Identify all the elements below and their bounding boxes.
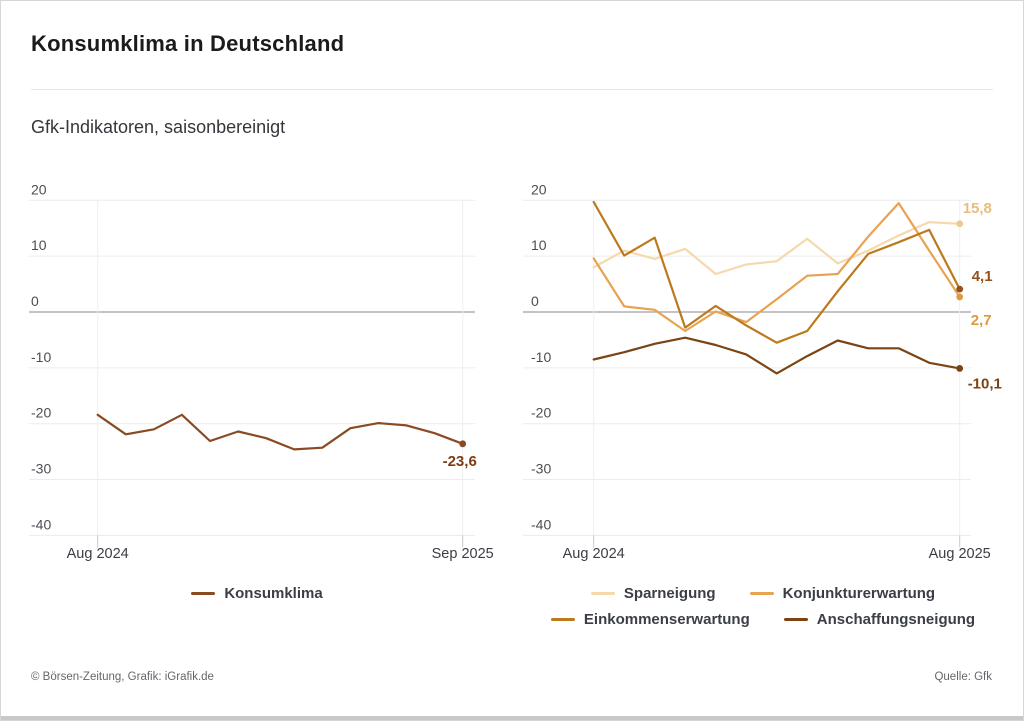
series-end-label-sparneigung: 15,8	[963, 200, 992, 217]
header-divider	[31, 89, 993, 90]
series-line-einkommenserwartung	[592, 200, 961, 344]
y-axis-tick-label: -10	[531, 349, 551, 365]
y-axis-tick-label: -20	[531, 405, 551, 421]
x-axis-start-label: Aug 2024	[563, 546, 625, 562]
y-axis-tick-label: 20	[531, 181, 547, 197]
y-axis-tick-label: -30	[31, 461, 51, 477]
source-credit: Quelle: Gfk	[934, 671, 992, 683]
x-axis-start-label: Aug 2024	[67, 546, 129, 562]
legend-label: Anschaffungsneigung	[816, 611, 976, 628]
legend-item-einkommenserwartung: Einkommenserwartung	[550, 611, 750, 628]
gfk-indikatoren-chart: 20 10 0 -10 -20 -30 -40 Aug 2024 Aug 2025 15,8 2,7…	[523, 181, 1002, 562]
y-axis-tick-label: 10	[531, 237, 547, 253]
series-end-label-anschaffungsneigung: -10,1	[968, 375, 1002, 392]
series-end-dot-sparneigung	[956, 220, 964, 228]
gfk-indikatoren-legend: Sparneigung Konjunkturerwartung Einkommens…	[513, 585, 1013, 628]
y-axis-tick-label: -30	[531, 461, 551, 477]
legend-item-konjunkturerwartung: Konjunkturerwartung	[749, 585, 936, 602]
legend-label: Einkommenserwartung	[583, 611, 750, 628]
series-line-anschaffungsneigung	[592, 336, 961, 375]
series-line-konjunkturerwartung	[592, 202, 961, 333]
page-title: Konsumklima in Deutschland	[31, 31, 345, 56]
series-line-sparneigung	[592, 221, 961, 276]
x-axis-end-label: Sep 2025	[432, 546, 494, 562]
y-axis-tick-label: 0	[531, 293, 539, 309]
x-axis-end-label: Aug 2025	[929, 546, 991, 562]
legend-row: Sparneigung Konjunkturerwartung	[590, 585, 936, 602]
series-end-dot-konjunkturerwartung	[956, 293, 964, 301]
legend-dash-icon	[191, 591, 216, 596]
legend-label: Konjunkturerwartung	[782, 585, 936, 602]
legend-item-sparneigung: Sparneigung	[590, 585, 716, 602]
legend-dash-icon	[783, 617, 808, 622]
legend-item-konsumklima: Konsumklima	[191, 585, 323, 602]
legend-label: Konsumklima	[224, 585, 323, 602]
series-end-label-konjunkturerwartung: 2,7	[971, 312, 992, 329]
legend-dash-icon	[590, 591, 615, 596]
legend-label: Sparneigung	[623, 585, 716, 602]
legend-dash-icon	[550, 617, 575, 622]
y-axis-tick-label: -10	[31, 349, 51, 365]
series-end-dot-einkommenserwartung	[956, 285, 964, 293]
page-subtitle: Gfk-Indikatoren, saisonbereinigt	[31, 117, 286, 137]
series-end-label-einkommenserwartung: 4,1	[972, 268, 993, 285]
konsumklima-legend: Konsumklima	[1, 585, 513, 602]
y-axis-tick-label: 0	[31, 293, 39, 309]
bottom-border-strip	[1, 716, 1023, 720]
series-end-dot-anschaffungsneigung	[956, 365, 964, 372]
konsumklima-chart: 20 10 0 -10 -20 -30 -40 Aug 2024 Sep 2025 -23,6	[29, 181, 494, 562]
copyright-credit: © Börsen-Zeitung, Grafik: iGrafik.de	[31, 671, 214, 683]
legend-item-anschaffungsneigung: Anschaffungsneigung	[783, 611, 976, 628]
series-line-konsumklima	[96, 413, 464, 451]
series-end-dot-konsumklima	[459, 440, 467, 448]
y-axis-tick-label: -20	[31, 405, 51, 421]
series-end-label-konsumklima: -23,6	[443, 453, 477, 470]
y-axis-tick-label: 10	[31, 237, 47, 253]
y-axis-tick-label: -40	[531, 516, 551, 532]
y-axis-tick-label: -40	[31, 516, 51, 532]
legend-row: Einkommenserwartung Anschaffungsneigung	[550, 611, 976, 628]
y-axis-tick-label: 20	[31, 181, 47, 197]
legend-row: Konsumklima	[191, 585, 323, 602]
legend-dash-icon	[749, 591, 774, 596]
